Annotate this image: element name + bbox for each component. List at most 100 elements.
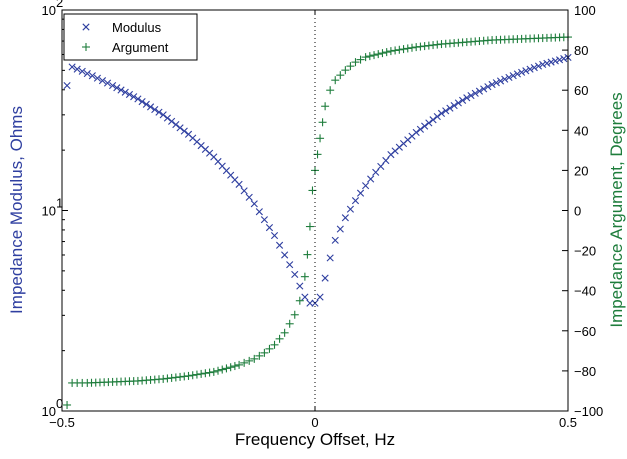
argument-point bbox=[365, 52, 374, 61]
modulus-point bbox=[163, 114, 172, 122]
modulus-point bbox=[270, 231, 279, 240]
modulus-point bbox=[130, 93, 138, 101]
y-right-tick-label: 100 bbox=[574, 3, 596, 18]
modulus-point bbox=[73, 65, 81, 73]
modulus-point bbox=[117, 86, 125, 94]
modulus-point bbox=[509, 72, 517, 80]
modulus-point bbox=[250, 200, 258, 208]
modulus-point bbox=[68, 63, 76, 71]
data-marks-layer bbox=[63, 33, 572, 409]
y-left-tick-label: 10 bbox=[42, 204, 56, 219]
x-axis-title: Frequency Offset, Hz bbox=[235, 430, 395, 449]
modulus-point bbox=[331, 236, 339, 244]
modulus-point bbox=[346, 205, 355, 213]
modulus-point bbox=[437, 109, 446, 117]
y-right-tick-label: 20 bbox=[574, 163, 588, 178]
modulus-point bbox=[291, 270, 299, 279]
argument-point bbox=[351, 58, 360, 67]
argument-point bbox=[240, 358, 249, 367]
argument-point bbox=[218, 365, 227, 374]
argument-point bbox=[305, 222, 314, 231]
y-left-tick-exponent: 1 bbox=[56, 196, 63, 211]
modulus-point bbox=[321, 274, 329, 282]
modulus-point bbox=[180, 127, 188, 135]
y-left-axis-title: Impedance Modulus, Ohms bbox=[7, 106, 26, 314]
modulus-point bbox=[522, 67, 530, 75]
argument-point bbox=[230, 362, 239, 371]
modulus-point bbox=[275, 241, 284, 249]
y-right-tick-label: −80 bbox=[574, 364, 596, 379]
argument-point bbox=[300, 272, 309, 281]
modulus-point bbox=[172, 120, 180, 129]
argument-point bbox=[295, 296, 304, 305]
modulus-point bbox=[471, 89, 479, 97]
legend-x-marker bbox=[82, 23, 90, 31]
modulus-point bbox=[505, 73, 513, 82]
argument-point bbox=[370, 51, 379, 60]
modulus-point bbox=[134, 95, 142, 103]
modulus-point bbox=[265, 224, 274, 232]
argument-point bbox=[184, 371, 193, 380]
modulus-point bbox=[362, 182, 370, 190]
modulus-point bbox=[176, 124, 184, 132]
x-tick-label: 0.5 bbox=[559, 415, 577, 430]
modulus-point bbox=[78, 67, 86, 75]
modulus-point bbox=[551, 57, 559, 65]
argument-point bbox=[318, 118, 327, 127]
argument-point bbox=[197, 369, 206, 378]
modulus-point bbox=[88, 72, 96, 80]
legend-argument-marker bbox=[82, 43, 90, 51]
argument-point bbox=[395, 45, 404, 54]
modulus-point bbox=[446, 104, 454, 112]
y-right-tick-label: 80 bbox=[574, 43, 588, 58]
modulus-point bbox=[534, 62, 543, 70]
argument-point bbox=[201, 369, 210, 378]
modulus-point bbox=[454, 99, 462, 107]
modulus-point bbox=[151, 105, 159, 114]
argument-point bbox=[205, 368, 214, 377]
modulus-point bbox=[560, 55, 568, 63]
modulus-point bbox=[159, 111, 167, 119]
x-tick-label: −0.5 bbox=[49, 415, 75, 430]
modulus-point bbox=[311, 299, 319, 307]
argument-point bbox=[214, 366, 223, 375]
argument-point bbox=[391, 46, 400, 55]
modulus-point bbox=[367, 175, 375, 183]
modulus-point bbox=[336, 225, 344, 233]
argument-point bbox=[260, 348, 269, 357]
modulus-point bbox=[93, 74, 102, 82]
argument-point bbox=[361, 53, 370, 62]
argument-point bbox=[250, 354, 259, 363]
modulus-point bbox=[235, 180, 243, 188]
argument-point bbox=[303, 250, 312, 259]
modulus-point bbox=[501, 75, 509, 83]
argument-point bbox=[290, 310, 299, 319]
modulus-point bbox=[492, 79, 500, 87]
legend-modulus-marker bbox=[82, 23, 90, 31]
modulus-point bbox=[539, 60, 547, 69]
y-right-tick-label: −20 bbox=[574, 244, 596, 259]
modulus-point bbox=[98, 77, 107, 85]
modulus-point bbox=[412, 128, 420, 137]
y-left-tick-label: 10 bbox=[42, 3, 56, 18]
modulus-point bbox=[168, 117, 176, 125]
modulus-point bbox=[356, 189, 365, 197]
argument-point bbox=[316, 134, 325, 143]
modulus-point bbox=[240, 187, 248, 195]
modulus-point bbox=[255, 208, 263, 216]
modulus-point bbox=[442, 107, 450, 115]
modulus-point bbox=[425, 119, 433, 127]
y-left-tick-label: 10 bbox=[42, 404, 56, 419]
modulus-point bbox=[547, 58, 555, 66]
modulus-point bbox=[103, 79, 112, 87]
argument-point bbox=[399, 45, 408, 54]
modulus-point bbox=[296, 282, 304, 290]
argument-point bbox=[346, 62, 355, 71]
argument-point bbox=[209, 367, 218, 376]
y-right-axis-title: Impedance Argument, Degrees bbox=[607, 92, 626, 327]
argument-point bbox=[407, 43, 416, 52]
y-right-tick-label: −100 bbox=[574, 404, 603, 419]
modulus-point bbox=[155, 108, 163, 116]
argument-point bbox=[341, 66, 350, 75]
